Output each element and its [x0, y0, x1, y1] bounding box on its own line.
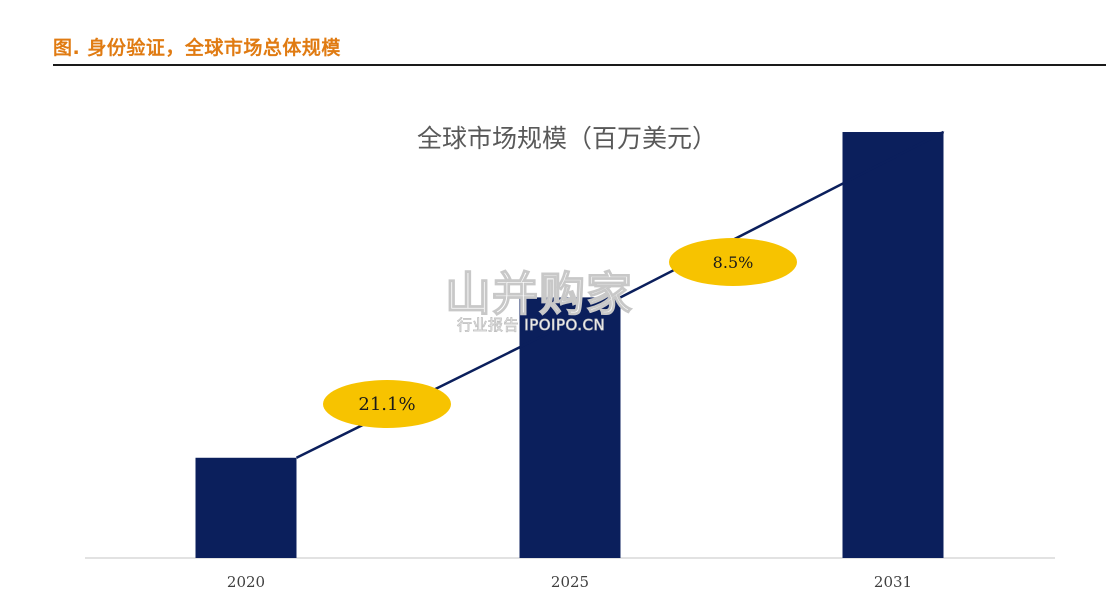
x-tick-label: 2020 — [227, 573, 265, 591]
caption-divider — [53, 64, 1106, 66]
cagr-label: 8.5% — [713, 253, 754, 272]
bar-2031 — [842, 132, 944, 558]
bar-2025 — [519, 297, 621, 558]
x-tick-label: 2031 — [874, 573, 912, 591]
chart-title: 全球市场规模（百万美元） — [417, 124, 717, 153]
x-tick-label: 2025 — [551, 573, 589, 591]
cagr-ellipse — [323, 380, 451, 428]
cagr-ellipse — [669, 238, 797, 286]
cagr-label: 21.1% — [358, 394, 415, 415]
figure-caption: 图. 身份验证，全球市场总体规模 — [53, 37, 341, 59]
bar-2020 — [195, 457, 297, 558]
